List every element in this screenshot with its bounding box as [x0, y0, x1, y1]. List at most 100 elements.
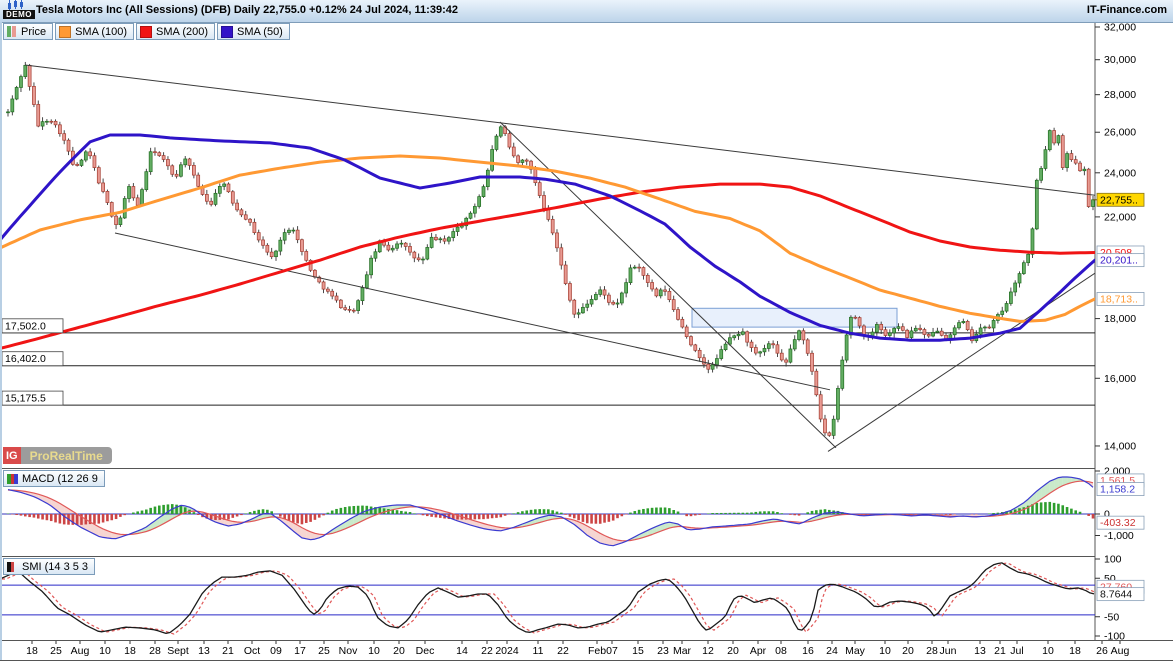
candle-down[interactable] — [253, 222, 256, 232]
candle-up[interactable] — [123, 199, 126, 218]
smi-chip[interactable]: SMI (14 3 5 3 — [3, 558, 95, 575]
candle-down[interactable] — [262, 240, 265, 245]
candle-down[interactable] — [988, 327, 991, 328]
candle-up[interactable] — [292, 230, 295, 231]
candle-down[interactable] — [63, 134, 66, 141]
candle-up[interactable] — [128, 186, 131, 198]
candle-up[interactable] — [720, 350, 723, 359]
candle-up[interactable] — [594, 294, 597, 299]
candle-up[interactable] — [733, 336, 736, 338]
candle-down[interactable] — [102, 183, 105, 191]
candle-up[interactable] — [491, 149, 494, 170]
candle-down[interactable] — [607, 295, 610, 302]
candle-up[interactable] — [832, 419, 835, 435]
candle-down[interactable] — [348, 309, 351, 310]
candle-up[interactable] — [629, 268, 632, 283]
legend-chip-price[interactable]: Price — [3, 23, 53, 40]
candle-up[interactable] — [396, 244, 399, 248]
candle-up[interactable] — [452, 232, 455, 238]
candle-up[interactable] — [361, 288, 364, 301]
candle-up[interactable] — [633, 267, 636, 268]
candle-up[interactable] — [149, 152, 152, 172]
candle-up[interactable] — [426, 247, 429, 259]
candle-down[interactable] — [240, 210, 243, 215]
candle-down[interactable] — [642, 268, 645, 276]
candle-up[interactable] — [84, 152, 87, 160]
candle-down[interactable] — [266, 245, 269, 252]
candle-up[interactable] — [1057, 136, 1060, 143]
candle-down[interactable] — [677, 310, 680, 320]
candle-up[interactable] — [983, 327, 986, 328]
candle-up[interactable] — [875, 324, 878, 332]
candle-down[interactable] — [413, 252, 416, 258]
candle-down[interactable] — [823, 419, 826, 433]
candle-down[interactable] — [344, 308, 347, 310]
candle-up[interactable] — [659, 290, 662, 296]
candle-up[interactable] — [287, 230, 290, 232]
main-plot[interactable] — [0, 62, 1100, 451]
candle-down[interactable] — [205, 194, 208, 201]
candle-down[interactable] — [919, 328, 922, 329]
candle-up[interactable] — [914, 328, 917, 331]
candle-up[interactable] — [737, 334, 740, 335]
candle-up[interactable] — [910, 331, 913, 338]
candle-down[interactable] — [1079, 163, 1082, 171]
candle-up[interactable] — [992, 320, 995, 328]
candle-down[interactable] — [231, 192, 234, 203]
candle-down[interactable] — [270, 252, 273, 257]
candle-down[interactable] — [776, 345, 779, 353]
candle-up[interactable] — [19, 77, 22, 88]
candle-down[interactable] — [1053, 131, 1056, 143]
candle-up[interactable] — [473, 206, 476, 213]
candle-up[interactable] — [1083, 169, 1086, 171]
candle-down[interactable] — [815, 371, 818, 395]
candle-up[interactable] — [184, 159, 187, 165]
candle-up[interactable] — [715, 359, 718, 365]
candle-down[interactable] — [404, 243, 407, 246]
candle-up[interactable] — [711, 365, 714, 369]
candle-up[interactable] — [957, 323, 960, 328]
candle-down[interactable] — [175, 174, 178, 176]
candle-up[interactable] — [499, 127, 502, 136]
candle-up[interactable] — [391, 248, 394, 250]
candle-up[interactable] — [430, 237, 433, 247]
candle-up[interactable] — [586, 304, 589, 307]
candle-down[interactable] — [785, 360, 788, 362]
candle-up[interactable] — [283, 233, 286, 241]
candle-down[interactable] — [257, 233, 260, 240]
candle-up[interactable] — [599, 290, 602, 295]
candle-down[interactable] — [296, 230, 299, 240]
candle-up[interactable] — [836, 388, 839, 419]
candle-down[interactable] — [249, 219, 252, 222]
candle-down[interactable] — [685, 327, 688, 337]
candle-up[interactable] — [400, 243, 403, 244]
candle-down[interactable] — [901, 327, 904, 331]
candle-down[interactable] — [409, 246, 412, 252]
candle-down[interactable] — [672, 300, 675, 310]
candle-down[interactable] — [162, 156, 165, 160]
candle-up[interactable] — [763, 348, 766, 351]
candle-down[interactable] — [940, 331, 943, 335]
candle-up[interactable] — [1040, 168, 1043, 180]
candle-down[interactable] — [188, 159, 191, 165]
legend-chip-sma200[interactable]: SMA (200) — [136, 23, 215, 40]
candle-down[interactable] — [50, 121, 53, 122]
candle-up[interactable] — [80, 160, 83, 165]
candle-up[interactable] — [1066, 154, 1069, 168]
candle-down[interactable] — [244, 215, 247, 219]
candle-down[interactable] — [806, 340, 809, 353]
candle-up[interactable] — [365, 275, 368, 288]
candle-up[interactable] — [845, 335, 848, 360]
candle-down[interactable] — [746, 332, 749, 342]
candle-up[interactable] — [962, 321, 965, 322]
candle-down[interactable] — [664, 290, 667, 291]
candle-up[interactable] — [1092, 200, 1095, 207]
candle-up[interactable] — [41, 122, 44, 126]
candle-up[interactable] — [767, 344, 770, 349]
candle-down[interactable] — [668, 291, 671, 299]
candle-down[interactable] — [443, 239, 446, 241]
candle-down[interactable] — [780, 353, 783, 360]
candle-up[interactable] — [620, 293, 623, 303]
candle-down[interactable] — [106, 191, 109, 202]
candle-up[interactable] — [577, 313, 580, 314]
